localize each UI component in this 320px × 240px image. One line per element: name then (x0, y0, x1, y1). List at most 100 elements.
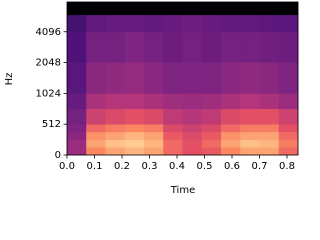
y-tick-label: 2048 (36, 58, 61, 69)
axes: 0.0 0.1 0.2 0.3 0.4 0.5 0.6 0.7 0.8 0 512 1024 2048 4… (36, 1, 299, 172)
heatmap-cell (67, 31, 87, 63)
heatmap-cell (221, 31, 241, 63)
heatmap-cell (163, 147, 183, 156)
y-tick-label: 512 (42, 119, 61, 130)
heatmap-cell (221, 124, 241, 133)
heatmap-cell (182, 14, 203, 33)
y-axis-label: Hz (4, 73, 15, 86)
heatmap-cell (240, 108, 260, 125)
heatmap-cell (221, 147, 241, 156)
heatmap-cell (86, 147, 106, 156)
heatmap-cell (105, 31, 126, 63)
heatmap-cell (67, 124, 87, 133)
heatmap-cell (124, 62, 145, 94)
heatmap-cell (86, 124, 106, 133)
x-tick-label: 0.8 (279, 161, 295, 172)
heatmap (67, 2, 299, 156)
heatmap-cell (259, 62, 280, 94)
heatmap-cell (86, 2, 106, 16)
heatmap-cell (163, 108, 183, 125)
heatmap-cell (240, 14, 260, 33)
heatmap-cell (259, 14, 280, 33)
heatmap-cell (67, 93, 87, 110)
y-tick-label: 0 (55, 150, 61, 161)
heatmap-cell (67, 131, 87, 140)
heatmap-cell (144, 147, 164, 156)
heatmap-cell (124, 147, 145, 156)
heatmap-cell (259, 2, 280, 16)
heatmap-cell (144, 2, 164, 16)
heatmap-cell (163, 93, 183, 110)
heatmap-cell (144, 131, 164, 140)
heatmap-cell (201, 14, 222, 33)
heatmap-cell (259, 147, 280, 156)
heatmap-cell (182, 147, 203, 156)
x-tick-label: 0.4 (169, 161, 185, 172)
heatmap-cell (124, 14, 145, 33)
heatmap-cell (240, 62, 260, 94)
x-tick-label: 0.5 (197, 161, 213, 172)
heatmap-cell (105, 108, 126, 125)
heatmap-cell (259, 131, 280, 140)
heatmap-cell (144, 62, 164, 94)
heatmap-cell (201, 131, 222, 140)
heatmap-cell (201, 62, 222, 94)
heatmap-cell (259, 108, 280, 125)
heatmap-cell (221, 139, 241, 148)
heatmap-cell (124, 108, 145, 125)
heatmap-cell (278, 62, 299, 94)
heatmap-cell (182, 124, 203, 133)
x-tick-label: 0.6 (224, 161, 240, 172)
heatmap-cell (105, 93, 126, 110)
heatmap-cell (144, 31, 164, 63)
x-tick-label: 0.0 (59, 161, 75, 172)
heatmap-cell (163, 14, 183, 33)
heatmap-cell (221, 108, 241, 125)
heatmap-cell (278, 108, 299, 125)
plot-frame (66, 1, 299, 156)
heatmap-cell (86, 14, 106, 33)
y-tick-label: 4096 (36, 27, 61, 38)
y-tick-label: 1024 (36, 88, 61, 99)
heatmap-cell (221, 14, 241, 33)
heatmap-cell (67, 2, 87, 16)
x-tick-label: 0.7 (252, 161, 268, 172)
heatmap-cell (201, 124, 222, 133)
heatmap-cell (182, 108, 203, 125)
heatmap-cell (240, 31, 260, 63)
heatmap-cell (144, 14, 164, 33)
heatmap-cell (182, 31, 203, 63)
heatmap-cell (105, 14, 126, 33)
heatmap-cell (124, 131, 145, 140)
heatmap-cell (105, 124, 126, 133)
heatmap-cell (67, 139, 87, 148)
heatmap-cell (124, 124, 145, 133)
heatmap-cell (163, 62, 183, 94)
heatmap-cell (105, 147, 126, 156)
heatmap-cell (182, 131, 203, 140)
heatmap-cell (67, 108, 87, 125)
heatmap-cell (221, 62, 241, 94)
heatmap-cell (124, 93, 145, 110)
heatmap-cell (163, 2, 183, 16)
x-tick-label: 0.1 (87, 161, 103, 172)
heatmap-cell (67, 147, 87, 156)
heatmap-cell (278, 139, 299, 148)
heatmap-cell (144, 139, 164, 148)
heatmap-cell (86, 108, 106, 125)
heatmap-cell (221, 131, 241, 140)
heatmap-cell (182, 62, 203, 94)
heatmap-cell (124, 31, 145, 63)
heatmap-cell (221, 2, 241, 16)
heatmap-cell (86, 31, 106, 63)
heatmap-cell (240, 2, 260, 16)
chart: 0.0 0.1 0.2 0.3 0.4 0.5 0.6 0.7 0.8 0 512 1024 2048 4… (4, 1, 299, 196)
heatmap-cell (67, 62, 87, 94)
heatmap-cell (182, 93, 203, 110)
heatmap-cell (124, 2, 145, 16)
heatmap-cell (278, 93, 299, 110)
x-tick-label: 0.3 (142, 161, 158, 172)
heatmap-cell (278, 147, 299, 156)
heatmap-cell (67, 14, 87, 33)
heatmap-cell (163, 131, 183, 140)
